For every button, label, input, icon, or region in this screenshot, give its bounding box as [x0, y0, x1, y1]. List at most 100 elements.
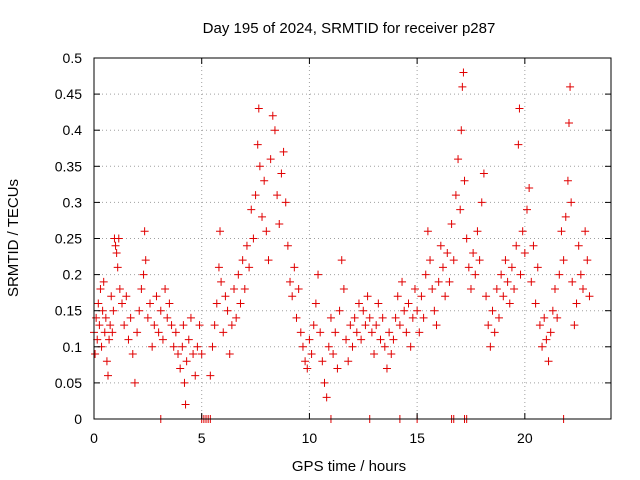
data-point — [152, 292, 161, 301]
data-point — [148, 342, 157, 351]
data-point — [423, 227, 432, 236]
data-point — [488, 306, 497, 315]
data-point — [154, 328, 163, 337]
data-point — [374, 299, 383, 308]
data-point — [365, 313, 374, 322]
data-point — [212, 299, 221, 308]
data-point — [333, 364, 342, 373]
data-point — [458, 82, 467, 91]
data-point — [258, 212, 267, 221]
data-point — [247, 205, 256, 214]
data-point — [100, 328, 109, 337]
data-point — [227, 321, 236, 330]
data-point — [378, 313, 387, 322]
data-point — [288, 292, 297, 301]
data-point — [421, 270, 430, 279]
data-point — [445, 277, 454, 286]
data-point — [354, 299, 363, 308]
data-point — [104, 371, 113, 380]
data-point — [301, 357, 310, 366]
data-point — [283, 241, 292, 250]
data-point — [214, 263, 223, 272]
data-point — [178, 342, 187, 351]
data-point — [113, 263, 122, 272]
data-point — [494, 313, 503, 322]
data-point — [102, 357, 111, 366]
data-point — [165, 299, 174, 308]
data-point — [482, 292, 491, 301]
data-point — [184, 335, 193, 344]
data-point — [191, 371, 200, 380]
data-point — [156, 306, 165, 315]
data-point — [359, 306, 368, 315]
data-point — [197, 350, 206, 359]
data-point — [163, 313, 172, 322]
data-point — [262, 227, 271, 236]
data-point — [525, 183, 534, 192]
data-point — [428, 285, 437, 294]
data-point — [544, 357, 553, 366]
data-point — [464, 263, 473, 272]
data-point — [370, 350, 379, 359]
data-point — [413, 306, 422, 315]
data-point — [101, 313, 110, 322]
data-point — [585, 292, 594, 301]
data-point — [221, 292, 230, 301]
data-point — [329, 350, 338, 359]
data-point — [434, 277, 443, 286]
data-point — [296, 328, 305, 337]
data-point — [457, 126, 466, 135]
data-point — [363, 292, 372, 301]
data-point — [273, 191, 282, 200]
data-point — [146, 299, 155, 308]
data-point — [236, 299, 245, 308]
data-point — [225, 350, 234, 359]
data-point — [249, 234, 258, 243]
data-point — [447, 220, 456, 229]
plot-frame — [93, 57, 612, 420]
data-point — [555, 270, 564, 279]
data-point — [161, 285, 170, 294]
data-point — [426, 256, 435, 265]
data-point — [574, 241, 583, 250]
data-point — [529, 241, 538, 250]
data-point — [535, 321, 544, 330]
x-tick-label: 15 — [409, 430, 425, 446]
data-point — [322, 393, 331, 402]
data-point — [408, 313, 417, 322]
data-point — [126, 313, 135, 322]
data-point — [540, 313, 549, 322]
data-point — [432, 321, 441, 330]
data-point — [326, 313, 335, 322]
data-point — [174, 350, 183, 359]
data-point — [277, 169, 286, 178]
y-tick-label: 0.15 — [55, 303, 82, 319]
x-axis-title: GPS time / hours — [292, 458, 406, 475]
data-point — [143, 313, 152, 322]
data-point — [441, 292, 450, 301]
data-point — [490, 328, 499, 337]
data-point — [466, 285, 475, 294]
data-point — [339, 285, 348, 294]
x-tick-label: 20 — [517, 430, 533, 446]
data-point — [479, 169, 488, 178]
data-point — [568, 277, 577, 286]
data-point — [459, 68, 468, 77]
axis-ticks — [93, 57, 611, 420]
data-point — [303, 364, 312, 373]
data-point — [266, 155, 275, 164]
data-point — [139, 270, 148, 279]
data-point — [417, 292, 426, 301]
data-point — [314, 270, 323, 279]
data-point — [548, 306, 557, 315]
data-point — [415, 328, 424, 337]
data-point — [335, 306, 344, 315]
data-point — [253, 140, 262, 149]
data-point — [492, 285, 501, 294]
data-point — [430, 306, 439, 315]
y-tick-label: 0.5 — [63, 50, 83, 66]
data-point — [460, 176, 469, 185]
data-point — [542, 335, 551, 344]
data-point — [114, 234, 123, 243]
data-point — [193, 342, 202, 351]
